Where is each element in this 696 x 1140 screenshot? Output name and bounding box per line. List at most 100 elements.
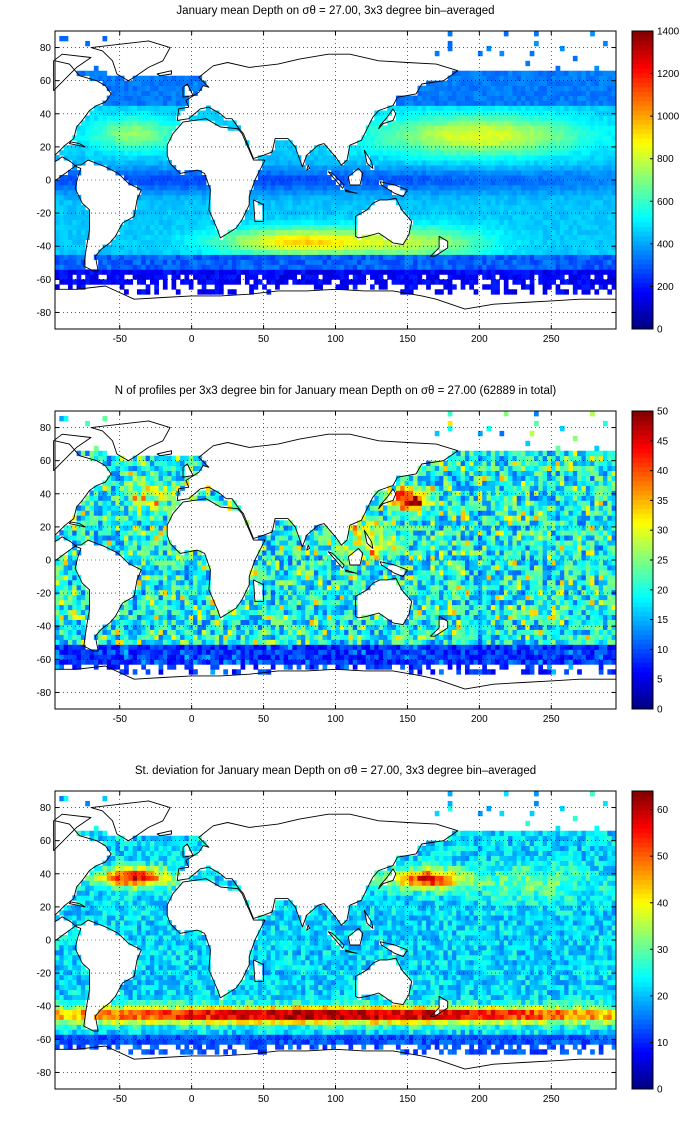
heatmap-cell: [598, 180, 604, 186]
heatmap-cell: [387, 145, 392, 151]
heatmap-cell: [430, 269, 436, 275]
heatmap-cell: [555, 160, 561, 166]
heatmap-cell: [456, 269, 462, 275]
heatmap-cell: [292, 279, 298, 285]
heatmap-cell: [529, 239, 535, 245]
heatmap-cell: [581, 209, 587, 216]
heatmap-cell: [344, 269, 349, 275]
heatmap-cell: [240, 234, 246, 240]
heatmap-cell: [473, 249, 479, 255]
heatmap-cell: [464, 274, 470, 280]
heatmap-cell: [525, 135, 531, 141]
heatmap-cell: [149, 90, 155, 96]
heatmap-cell: [456, 234, 462, 240]
heatmap-cell: [404, 130, 410, 136]
heatmap-cell: [283, 165, 289, 171]
heatmap-cell: [607, 120, 613, 126]
heatmap-cell: [111, 480, 116, 486]
heatmap-cell: [309, 239, 315, 245]
heatmap-cell: [344, 160, 349, 166]
heatmap-cell: [184, 279, 190, 285]
heatmap-cell: [607, 214, 613, 221]
heatmap-cell: [603, 180, 608, 186]
heatmap-cell: [542, 199, 548, 206]
heatmap-cell: [80, 589, 86, 596]
heatmap-cell: [257, 189, 263, 196]
heatmap-cell: [439, 105, 444, 111]
heatmap-cell: [115, 500, 121, 506]
heatmap-cell: [275, 279, 280, 285]
heatmap-cell: [382, 165, 388, 171]
heatmap-cell: [98, 110, 103, 116]
heatmap-cell: [197, 199, 203, 206]
heatmap-cell: [370, 135, 375, 141]
heatmap-cell: [288, 140, 293, 146]
heatmap-cell: [124, 505, 129, 511]
heatmap-cell: [115, 165, 121, 171]
heatmap-cell: [141, 100, 147, 106]
heatmap-cell: [136, 269, 142, 275]
heatmap-cell: [128, 530, 134, 536]
heatmap-cell: [292, 274, 298, 280]
heatmap-cell: [102, 125, 108, 131]
heatmap-cell: [374, 274, 380, 280]
heatmap-cell: [482, 135, 487, 141]
heatmap-cell: [598, 155, 604, 161]
heatmap-cell: [257, 219, 263, 226]
heatmap-cell: [568, 249, 574, 255]
heatmap-cell: [180, 100, 185, 106]
heatmap-cell: [443, 264, 449, 270]
heatmap-cell: [124, 634, 129, 640]
heatmap-cell: [456, 140, 462, 146]
heatmap-cell: [214, 259, 220, 265]
heatmap-cell: [67, 579, 73, 586]
landmass-outline: [306, 164, 311, 171]
heatmap-cell: [72, 550, 77, 556]
heatmap-cell: [292, 229, 298, 236]
heatmap-cell: [136, 244, 142, 250]
heatmap-cell: [473, 155, 479, 161]
heatmap-cell: [590, 90, 595, 96]
heatmap-cell: [124, 624, 129, 630]
heatmap-cell: [55, 599, 60, 606]
heatmap-cell: [72, 160, 77, 166]
heatmap-cell: [378, 189, 384, 196]
heatmap-cell: [482, 140, 487, 146]
heatmap-cell: [318, 214, 323, 221]
heatmap-cell: [106, 664, 112, 670]
heatmap-cell: [201, 110, 207, 116]
heatmap-cell: [275, 284, 280, 290]
heatmap-cell: [93, 274, 99, 280]
heatmap-cell: [564, 180, 569, 186]
heatmap-cell: [300, 194, 306, 201]
heatmap-cell: [542, 269, 548, 275]
heatmap-cell: [404, 259, 410, 265]
heatmap-cell: [266, 155, 272, 161]
heatmap-cell: [426, 180, 431, 186]
heatmap-cell: [275, 165, 280, 171]
heatmap-cell: [430, 219, 436, 226]
heatmap-cell: [529, 264, 535, 270]
heatmap-cell: [188, 189, 194, 196]
heatmap-cell: [581, 140, 587, 146]
heatmap-cell: [162, 249, 168, 255]
heatmap-cell: [154, 264, 159, 270]
heatmap-cell: [67, 584, 73, 591]
heatmap-cell: [141, 175, 147, 181]
heatmap-cell: [607, 234, 613, 240]
heatmap-cell: [456, 229, 462, 236]
heatmap-cell: [508, 219, 513, 226]
heatmap-cell: [180, 194, 185, 201]
heatmap-cell: [378, 279, 384, 285]
heatmap-cell: [430, 85, 436, 91]
heatmap-cell: [477, 194, 483, 201]
heatmap-cell: [452, 100, 457, 106]
heatmap-cell: [495, 229, 500, 236]
colorbar-swatch: [632, 268, 653, 274]
heatmap-cell: [382, 254, 388, 260]
heatmap-cell: [98, 485, 103, 491]
heatmap-cell: [67, 555, 73, 561]
heatmap-cell: [590, 115, 595, 121]
heatmap-cell: [430, 175, 436, 181]
heatmap-cell: [55, 184, 60, 191]
